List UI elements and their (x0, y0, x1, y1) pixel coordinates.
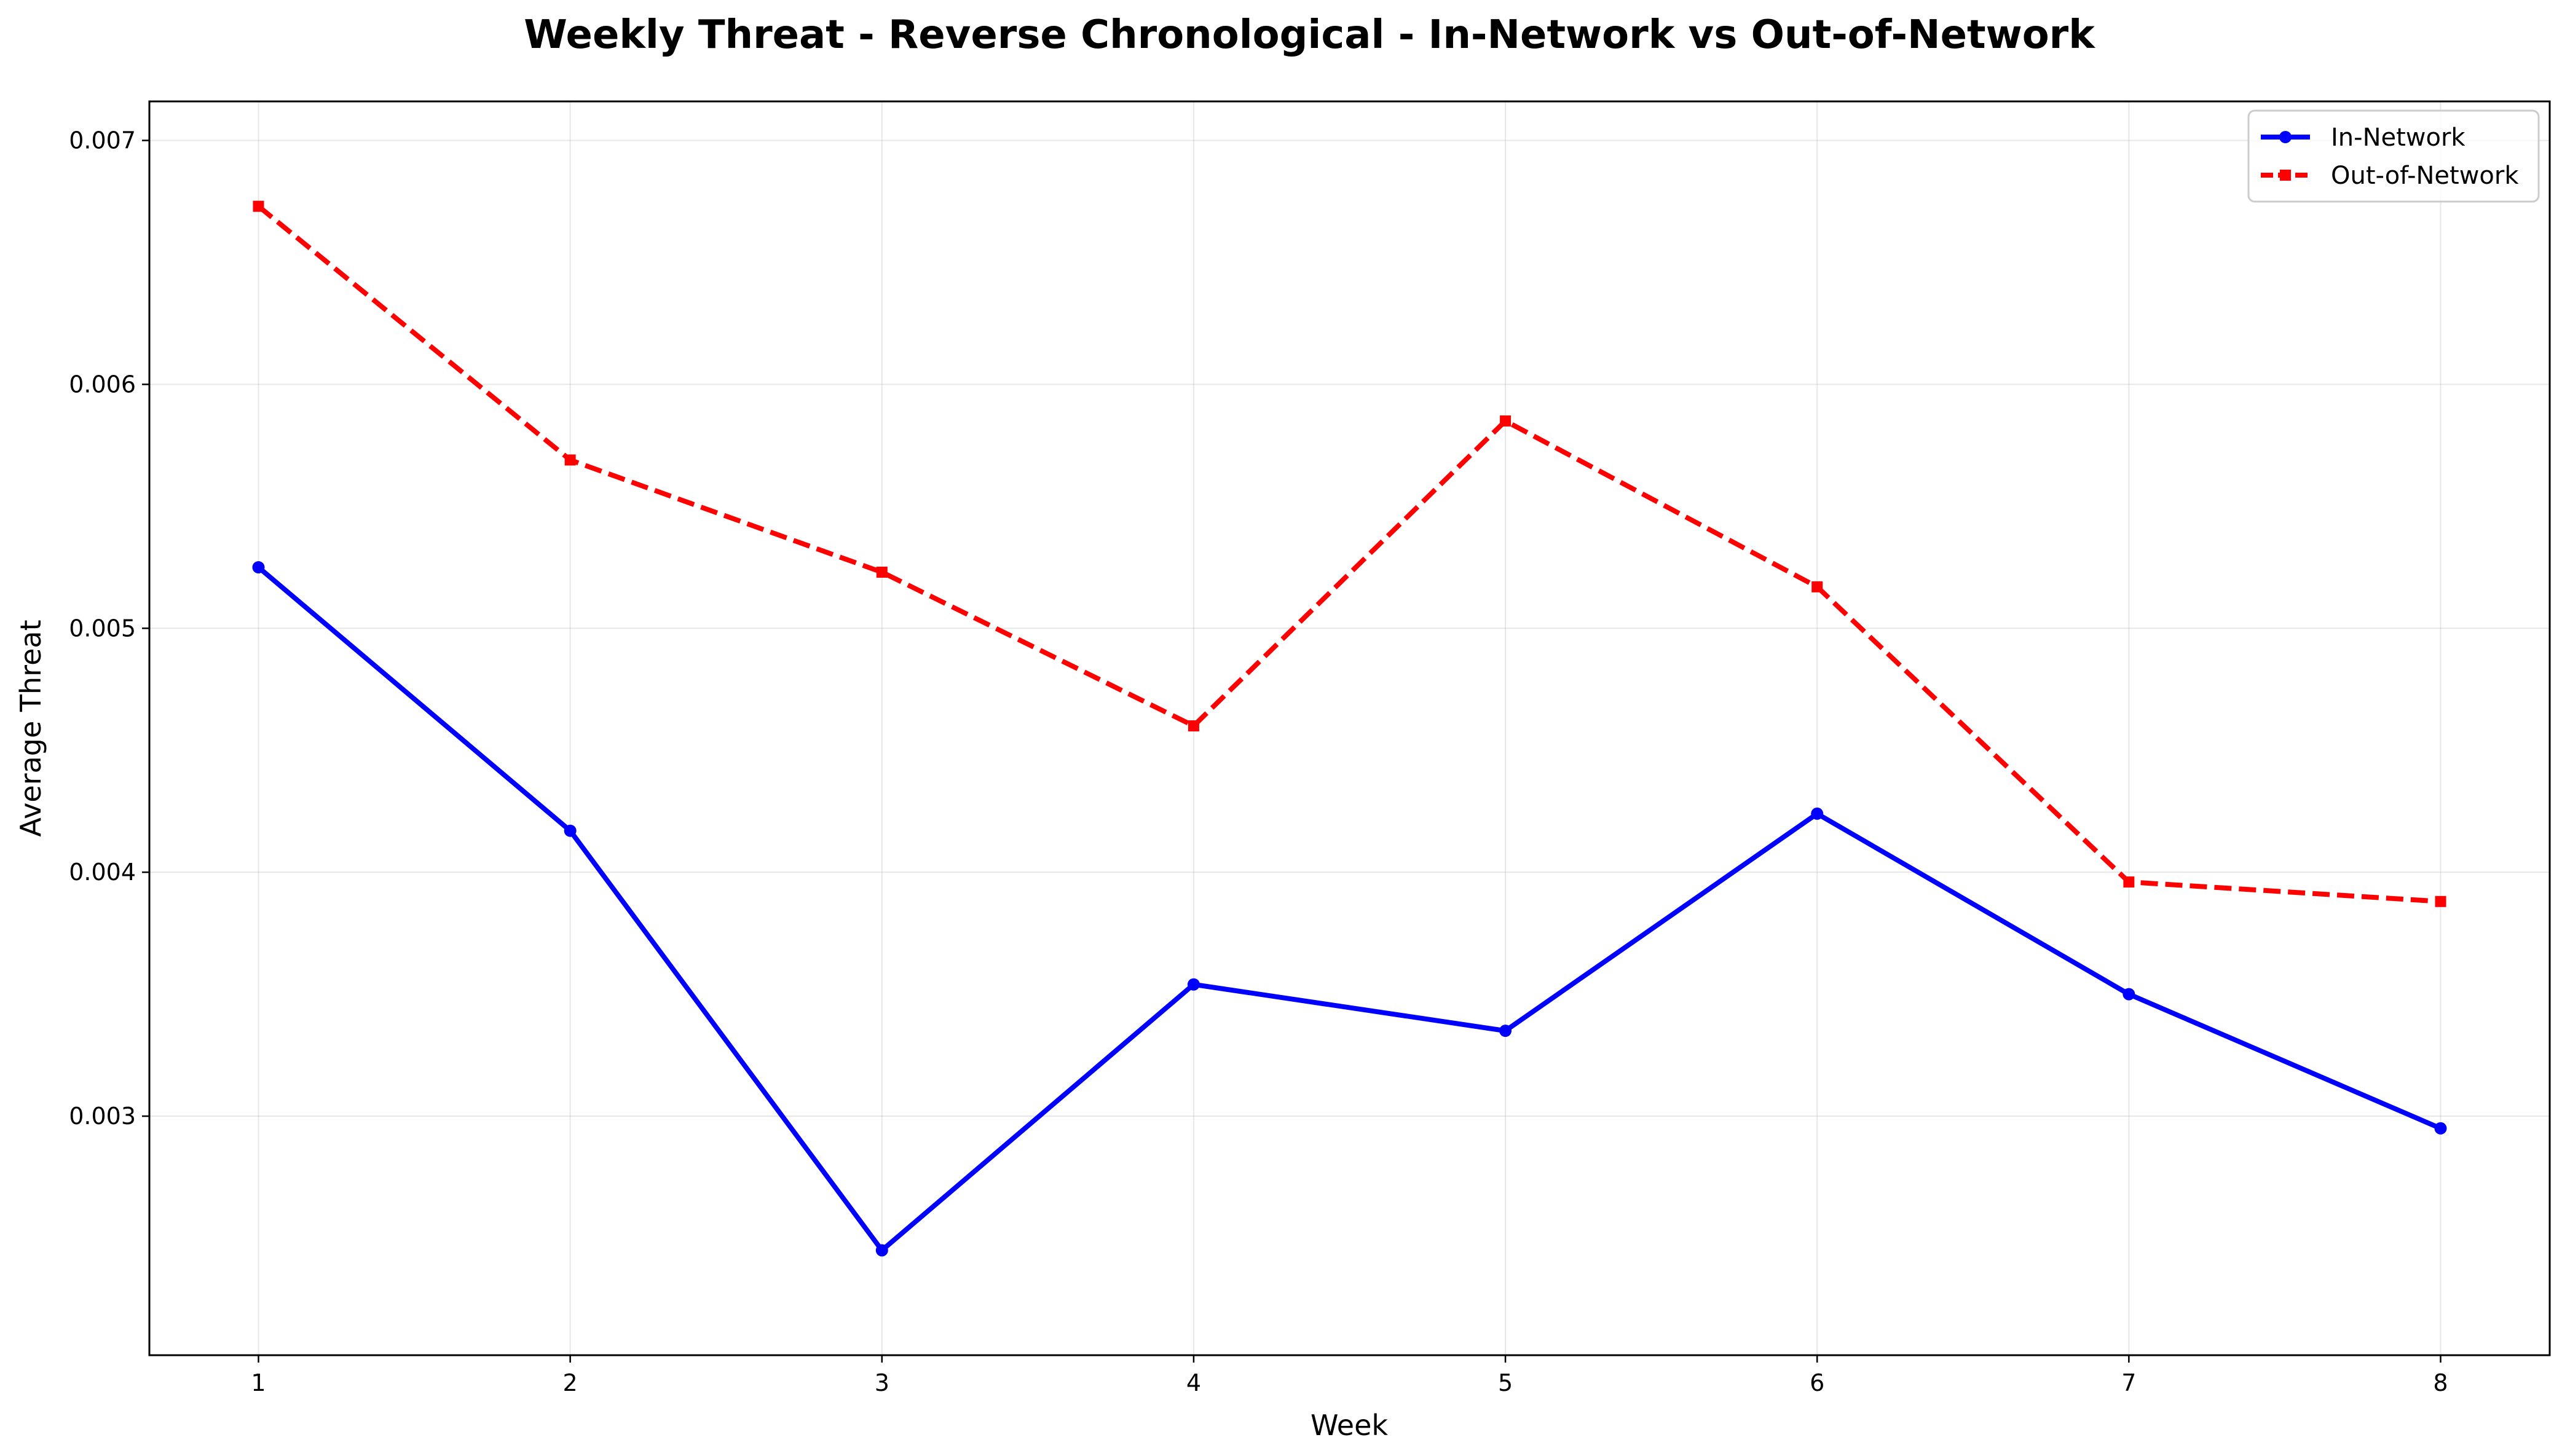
in-network-line (256, 565, 2442, 1253)
y-tick-label: 0.006 (69, 371, 136, 398)
in-network-point (1499, 1025, 1512, 1037)
legend-label-in-network: In-Network (2331, 124, 2465, 152)
legend-label-out-of-network: Out-of-Network (2331, 162, 2519, 190)
out-of-network-point (2435, 895, 2446, 907)
legend-box (2247, 109, 2540, 203)
out-of-network-point (253, 200, 264, 212)
in-network-point (2434, 1122, 2447, 1135)
in-network-point (564, 824, 577, 837)
y-axis-label: Average Threat (14, 620, 47, 836)
x-tick-label: 4 (1186, 1369, 1201, 1396)
x-tick-label: 1 (251, 1369, 266, 1396)
plot-area-frame (148, 100, 2551, 1356)
legend-marker-out-of-network (2280, 170, 2291, 181)
y-tick-label: 0.005 (69, 615, 136, 642)
chart-title: Weekly Threat - Reverse Chronological - … (524, 12, 2095, 58)
out-of-network-line (256, 204, 2441, 904)
in-network-point (875, 1244, 888, 1257)
x-tick-label: 6 (1810, 1369, 1824, 1396)
series (252, 200, 2447, 1257)
in-network-point (1187, 978, 1200, 991)
in-network-point (2123, 988, 2135, 1001)
in-network-point (1811, 807, 1824, 820)
grid (149, 101, 2550, 1355)
y-tick-label: 0.003 (69, 1103, 136, 1130)
x-axis-label: Week (1311, 1409, 1388, 1442)
legend: In-Network Out-of-Network (2247, 109, 2540, 203)
y-tick-label: 0.004 (69, 859, 136, 886)
out-of-network-point (1188, 720, 1199, 732)
legend-marker-in-network (2279, 131, 2292, 143)
x-tick-label: 5 (1498, 1369, 1513, 1396)
out-of-network-point (1500, 415, 1512, 427)
y-axis: 0.003 0.004 0.005 0.006 0.007 (69, 127, 149, 1130)
in-network-point (252, 561, 265, 574)
out-of-network-point (876, 566, 888, 578)
x-tick-label: 2 (563, 1369, 578, 1396)
x-tick-label: 8 (2433, 1369, 2448, 1396)
x-tick-label: 7 (2121, 1369, 2136, 1396)
out-of-network-point (2123, 876, 2135, 888)
series-in-network (252, 561, 2447, 1257)
out-of-network-point (1811, 581, 1823, 592)
out-of-network-point (564, 454, 576, 466)
x-tick-label: 3 (875, 1369, 889, 1396)
series-out-of-network (253, 200, 2446, 907)
y-tick-label: 0.007 (69, 127, 136, 154)
x-axis: 1 2 3 4 5 6 7 8 (251, 1355, 2448, 1396)
